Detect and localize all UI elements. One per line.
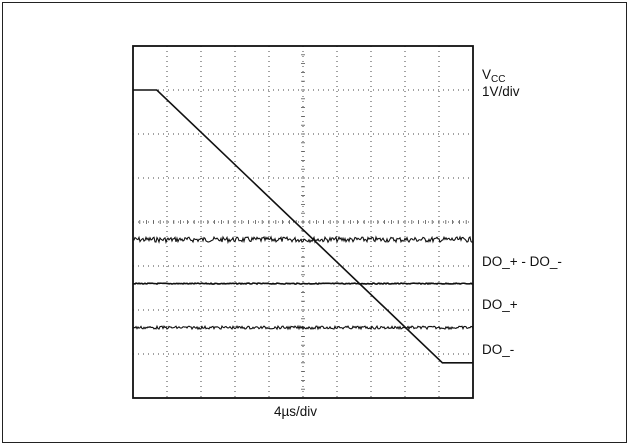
vcc-scale-label: 1V/div xyxy=(482,84,520,99)
vcc-label-subscript: CC xyxy=(491,74,506,85)
trace-label-diff: DO_+ - DO_- xyxy=(482,254,562,269)
trace-label-dop: DO_+ xyxy=(482,297,518,312)
trace-diff xyxy=(132,235,474,245)
grid xyxy=(133,46,473,398)
trace-label-don: DO_- xyxy=(482,342,515,357)
vcc-label-main: V xyxy=(482,67,492,82)
trace-don xyxy=(132,324,474,331)
trace-label-vcc: VCC xyxy=(482,68,505,87)
x-axis-label: 4µs/div xyxy=(274,404,318,419)
traces xyxy=(132,89,474,364)
plot-border xyxy=(132,45,474,399)
trace-vcc xyxy=(133,89,473,364)
trace-dop xyxy=(132,282,474,286)
figure-frame xyxy=(2,2,627,443)
